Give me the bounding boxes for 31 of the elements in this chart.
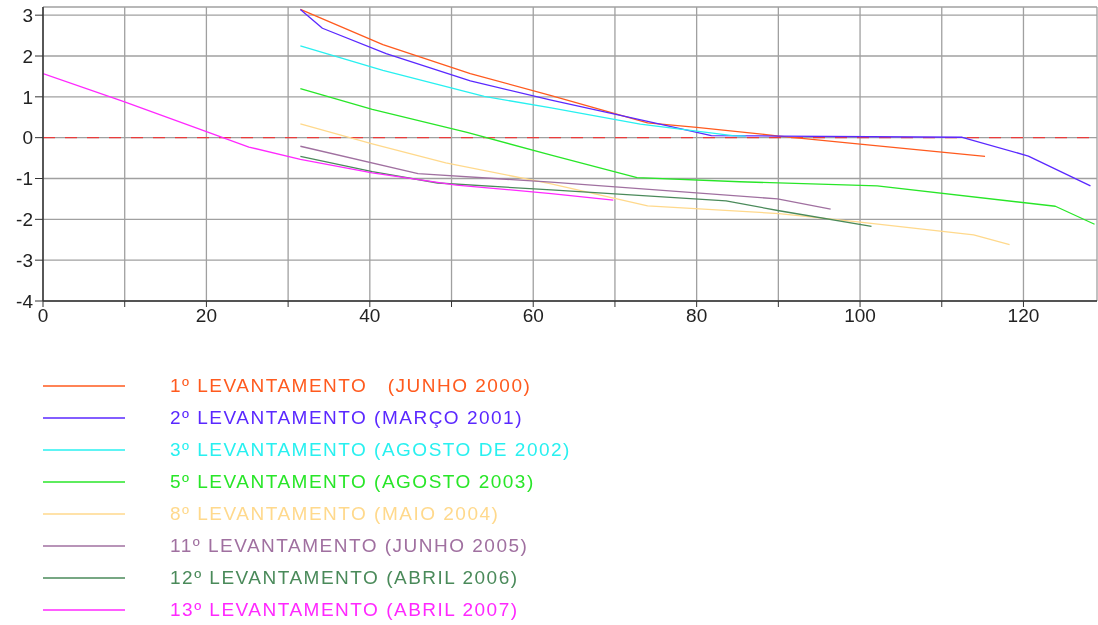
- x-tick-label: 100: [844, 305, 876, 327]
- x-tick-label: 120: [1007, 305, 1040, 327]
- y-tick-label: -4: [16, 290, 34, 312]
- line-series: [299, 155, 873, 227]
- y-tick-label: -2: [16, 209, 33, 231]
- line-series: [299, 88, 1096, 225]
- x-tick-label: 20: [195, 305, 217, 327]
- legend-label: 5º LEVANTAMENTO (AGOSTO 2003): [170, 471, 535, 493]
- legend-label: 11º LEVANTAMENTO (JUNHO 2005): [170, 535, 529, 557]
- line-series: [299, 123, 1011, 246]
- y-tick-label: -1: [16, 168, 33, 190]
- y-tick-label: 1: [22, 86, 33, 108]
- legend-label: 1º LEVANTAMENTO (JUNHO 2000): [170, 375, 532, 397]
- line-series: [43, 72, 614, 201]
- x-tick-label: 0: [37, 305, 49, 327]
- y-tick-label: 3: [22, 4, 33, 26]
- line-series: [299, 145, 832, 210]
- x-tick-label: 60: [522, 305, 544, 327]
- x-tick-label: 40: [359, 305, 381, 327]
- legend-label: 12º LEVANTAMENTO (ABRIL 2006): [170, 567, 519, 589]
- legend-label: 3º LEVANTAMENTO (AGOSTO DE 2002): [170, 439, 571, 461]
- line-series: [299, 8, 1092, 187]
- y-tick-label: -3: [16, 249, 33, 271]
- y-tick-label: 0: [22, 127, 33, 149]
- legend-label: 8º LEVANTAMENTO (MAIO 2004): [170, 503, 500, 525]
- line-series: [299, 45, 747, 137]
- legend-label: 2º LEVANTAMENTO (MARÇO 2001): [170, 407, 524, 429]
- legend-label: 13º LEVANTAMENTO (ABRIL 2007): [170, 599, 519, 621]
- x-tick-label: 80: [686, 305, 708, 327]
- line-series: [299, 8, 986, 158]
- y-tick-label: 2: [22, 45, 33, 67]
